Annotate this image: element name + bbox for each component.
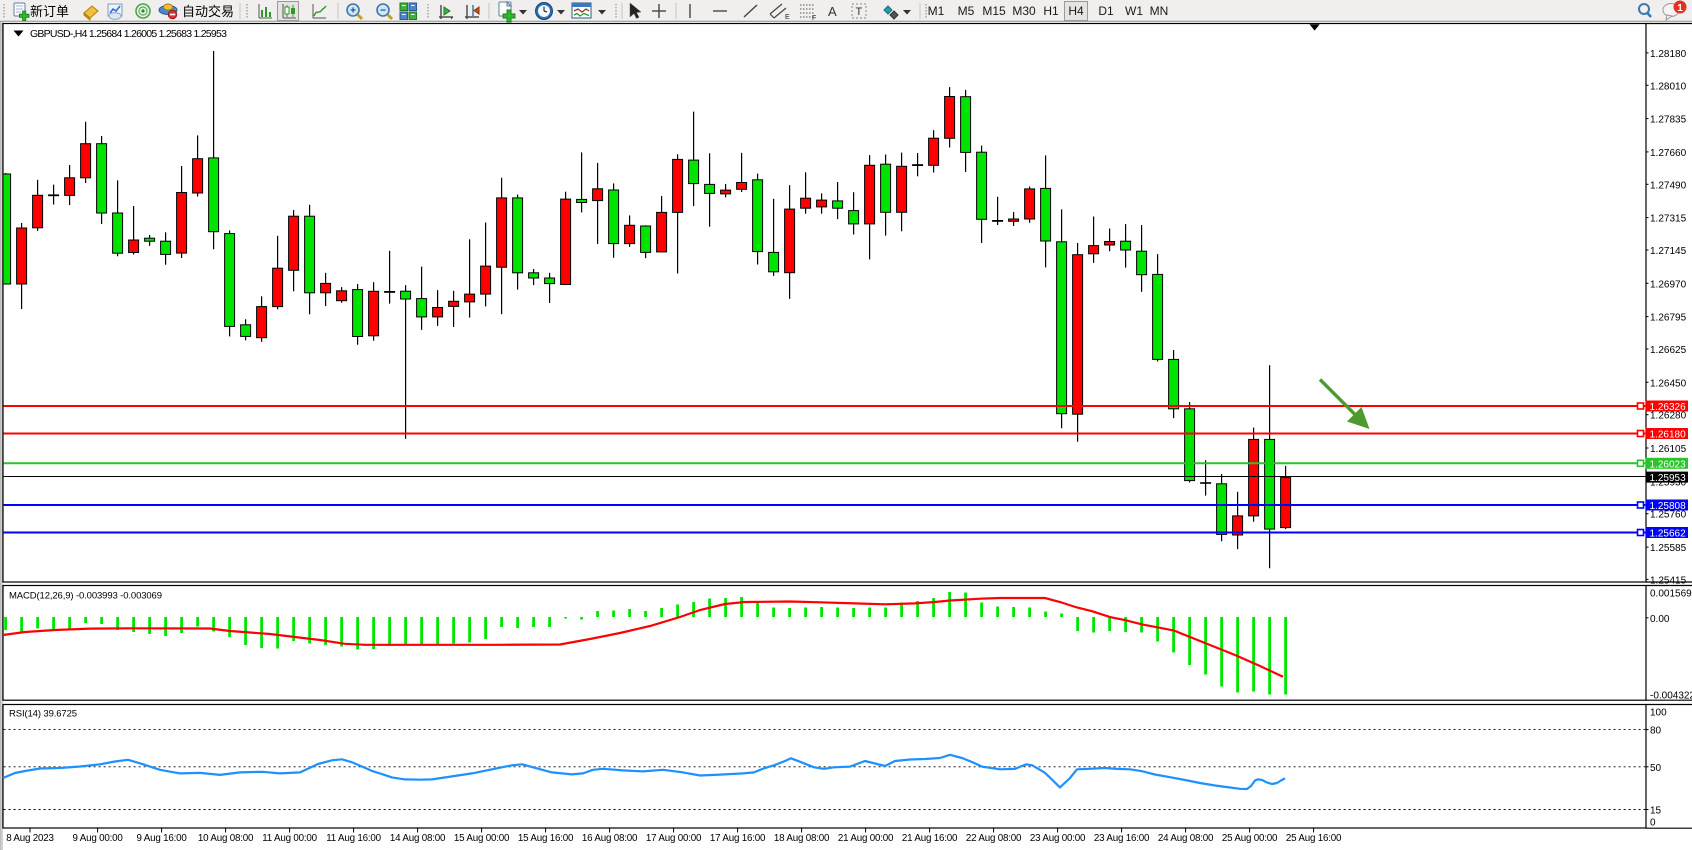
svg-text:1.25760: 1.25760 — [1650, 510, 1687, 521]
svg-text:1.25585: 1.25585 — [1650, 543, 1687, 554]
svg-text:D1: D1 — [1098, 4, 1114, 18]
svg-text:17 Aug 16:00: 17 Aug 16:00 — [710, 833, 766, 844]
svg-text:11 Aug 16:00: 11 Aug 16:00 — [326, 833, 381, 844]
svg-text:1.27660: 1.27660 — [1650, 148, 1687, 159]
svg-text:1.26625: 1.26625 — [1650, 345, 1687, 356]
svg-text:MACD(12,26,9) -0.003993 -0.003: MACD(12,26,9) -0.003993 -0.003069 — [9, 591, 162, 602]
svg-text:−: − — [380, 6, 386, 17]
svg-text:GBPUSD-,H4 1.25684 1.26005 1.: GBPUSD-,H4 1.25684 1.26005 1.25683 1.259… — [30, 28, 227, 40]
svg-text:1.27835: 1.27835 — [1650, 115, 1687, 126]
svg-text:15 Aug 00:00: 15 Aug 00:00 — [454, 833, 510, 844]
svg-text:25 Aug 16:00: 25 Aug 16:00 — [1286, 833, 1342, 844]
svg-text:80: 80 — [1650, 726, 1662, 737]
svg-text:M15: M15 — [982, 4, 1006, 18]
svg-text:24 Aug 08:00: 24 Aug 08:00 — [1158, 833, 1214, 844]
svg-text:自动交易: 自动交易 — [182, 4, 234, 19]
svg-text:1.27490: 1.27490 — [1650, 180, 1687, 191]
svg-text:1.25930: 1.25930 — [1650, 477, 1687, 488]
svg-text:E: E — [785, 14, 790, 21]
svg-text:15: 15 — [1650, 806, 1662, 817]
svg-text:1.26970: 1.26970 — [1650, 279, 1687, 290]
svg-text:1.25953: 1.25953 — [1650, 473, 1687, 484]
svg-text:1.26180: 1.26180 — [1650, 430, 1687, 441]
svg-text:22 Aug 08:00: 22 Aug 08:00 — [966, 833, 1022, 844]
svg-text:1.27145: 1.27145 — [1650, 246, 1687, 257]
svg-text:1.25662: 1.25662 — [1650, 529, 1687, 540]
svg-text:15 Aug 16:00: 15 Aug 16:00 — [518, 833, 574, 844]
svg-text:18 Aug 08:00: 18 Aug 08:00 — [774, 833, 830, 844]
svg-text:M1: M1 — [928, 4, 945, 18]
svg-text:1.27315: 1.27315 — [1650, 214, 1687, 225]
svg-text:1.26280: 1.26280 — [1650, 411, 1687, 422]
svg-text:23 Aug 00:00: 23 Aug 00:00 — [1030, 833, 1086, 844]
svg-text:M5: M5 — [958, 4, 975, 18]
svg-text:T: T — [856, 6, 863, 18]
svg-text:W1: W1 — [1125, 4, 1143, 18]
svg-text:RSI(14) 39.6725: RSI(14) 39.6725 — [9, 709, 77, 720]
svg-text:23 Aug 16:00: 23 Aug 16:00 — [1094, 833, 1150, 844]
svg-text:F: F — [812, 15, 816, 22]
svg-text:1.25415: 1.25415 — [1650, 575, 1687, 586]
svg-text:1.26795: 1.26795 — [1650, 313, 1687, 324]
svg-text:25 Aug 00:00: 25 Aug 00:00 — [1222, 833, 1278, 844]
svg-text:10 Aug 08:00: 10 Aug 08:00 — [198, 833, 254, 844]
svg-text:11 Aug 00:00: 11 Aug 00:00 — [262, 833, 317, 844]
svg-text:17 Aug 00:00: 17 Aug 00:00 — [646, 833, 702, 844]
svg-text:A: A — [828, 4, 837, 19]
svg-text:1: 1 — [1677, 3, 1683, 14]
svg-text:M30: M30 — [1012, 4, 1036, 18]
svg-text:1.25808: 1.25808 — [1650, 501, 1687, 512]
svg-text:1.26450: 1.26450 — [1650, 378, 1687, 389]
svg-text:1.28010: 1.28010 — [1650, 81, 1687, 92]
svg-text:9 Aug 00:00: 9 Aug 00:00 — [73, 833, 124, 844]
svg-text:-0.004322: -0.004322 — [1650, 691, 1692, 702]
svg-text:8 Aug 2023: 8 Aug 2023 — [6, 833, 54, 844]
svg-text:100: 100 — [1650, 708, 1667, 719]
svg-text:21 Aug 00:00: 21 Aug 00:00 — [838, 833, 894, 844]
svg-text:1.28180: 1.28180 — [1650, 49, 1687, 60]
svg-text:H1: H1 — [1043, 4, 1059, 18]
svg-text:H4: H4 — [1068, 4, 1084, 18]
svg-text:14 Aug 08:00: 14 Aug 08:00 — [390, 833, 446, 844]
svg-text:0.00: 0.00 — [1650, 614, 1670, 625]
svg-text:0: 0 — [1650, 818, 1656, 829]
svg-text:1.26105: 1.26105 — [1650, 444, 1687, 455]
svg-text:+: + — [350, 6, 356, 17]
svg-text:1.26326: 1.26326 — [1650, 402, 1687, 413]
svg-text:1.26023: 1.26023 — [1650, 459, 1687, 470]
svg-text:MN: MN — [1150, 4, 1169, 18]
svg-text:9 Aug 16:00: 9 Aug 16:00 — [137, 833, 188, 844]
svg-text:0.001569: 0.001569 — [1650, 589, 1692, 600]
svg-text:21 Aug 16:00: 21 Aug 16:00 — [902, 833, 958, 844]
svg-text:50: 50 — [1650, 763, 1662, 774]
svg-text:16 Aug 08:00: 16 Aug 08:00 — [582, 833, 638, 844]
svg-text:新订单: 新订单 — [30, 4, 69, 19]
